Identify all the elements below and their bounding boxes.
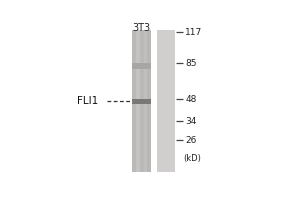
Text: FLI1: FLI1 (77, 96, 98, 106)
Bar (136, 30, 140, 172)
Bar (157, 30, 175, 172)
Bar (140, 30, 143, 172)
Text: 34: 34 (185, 117, 196, 126)
Text: (kD): (kD) (183, 154, 201, 163)
Bar (132, 30, 152, 172)
Text: 85: 85 (185, 59, 196, 68)
Bar (132, 62, 152, 69)
Bar (132, 30, 136, 172)
Bar (143, 30, 148, 172)
Bar (132, 99, 152, 104)
Bar (148, 30, 152, 172)
Text: 3T3: 3T3 (132, 23, 151, 33)
Text: 48: 48 (185, 95, 196, 104)
Text: 26: 26 (185, 136, 196, 145)
Text: 117: 117 (185, 28, 202, 37)
